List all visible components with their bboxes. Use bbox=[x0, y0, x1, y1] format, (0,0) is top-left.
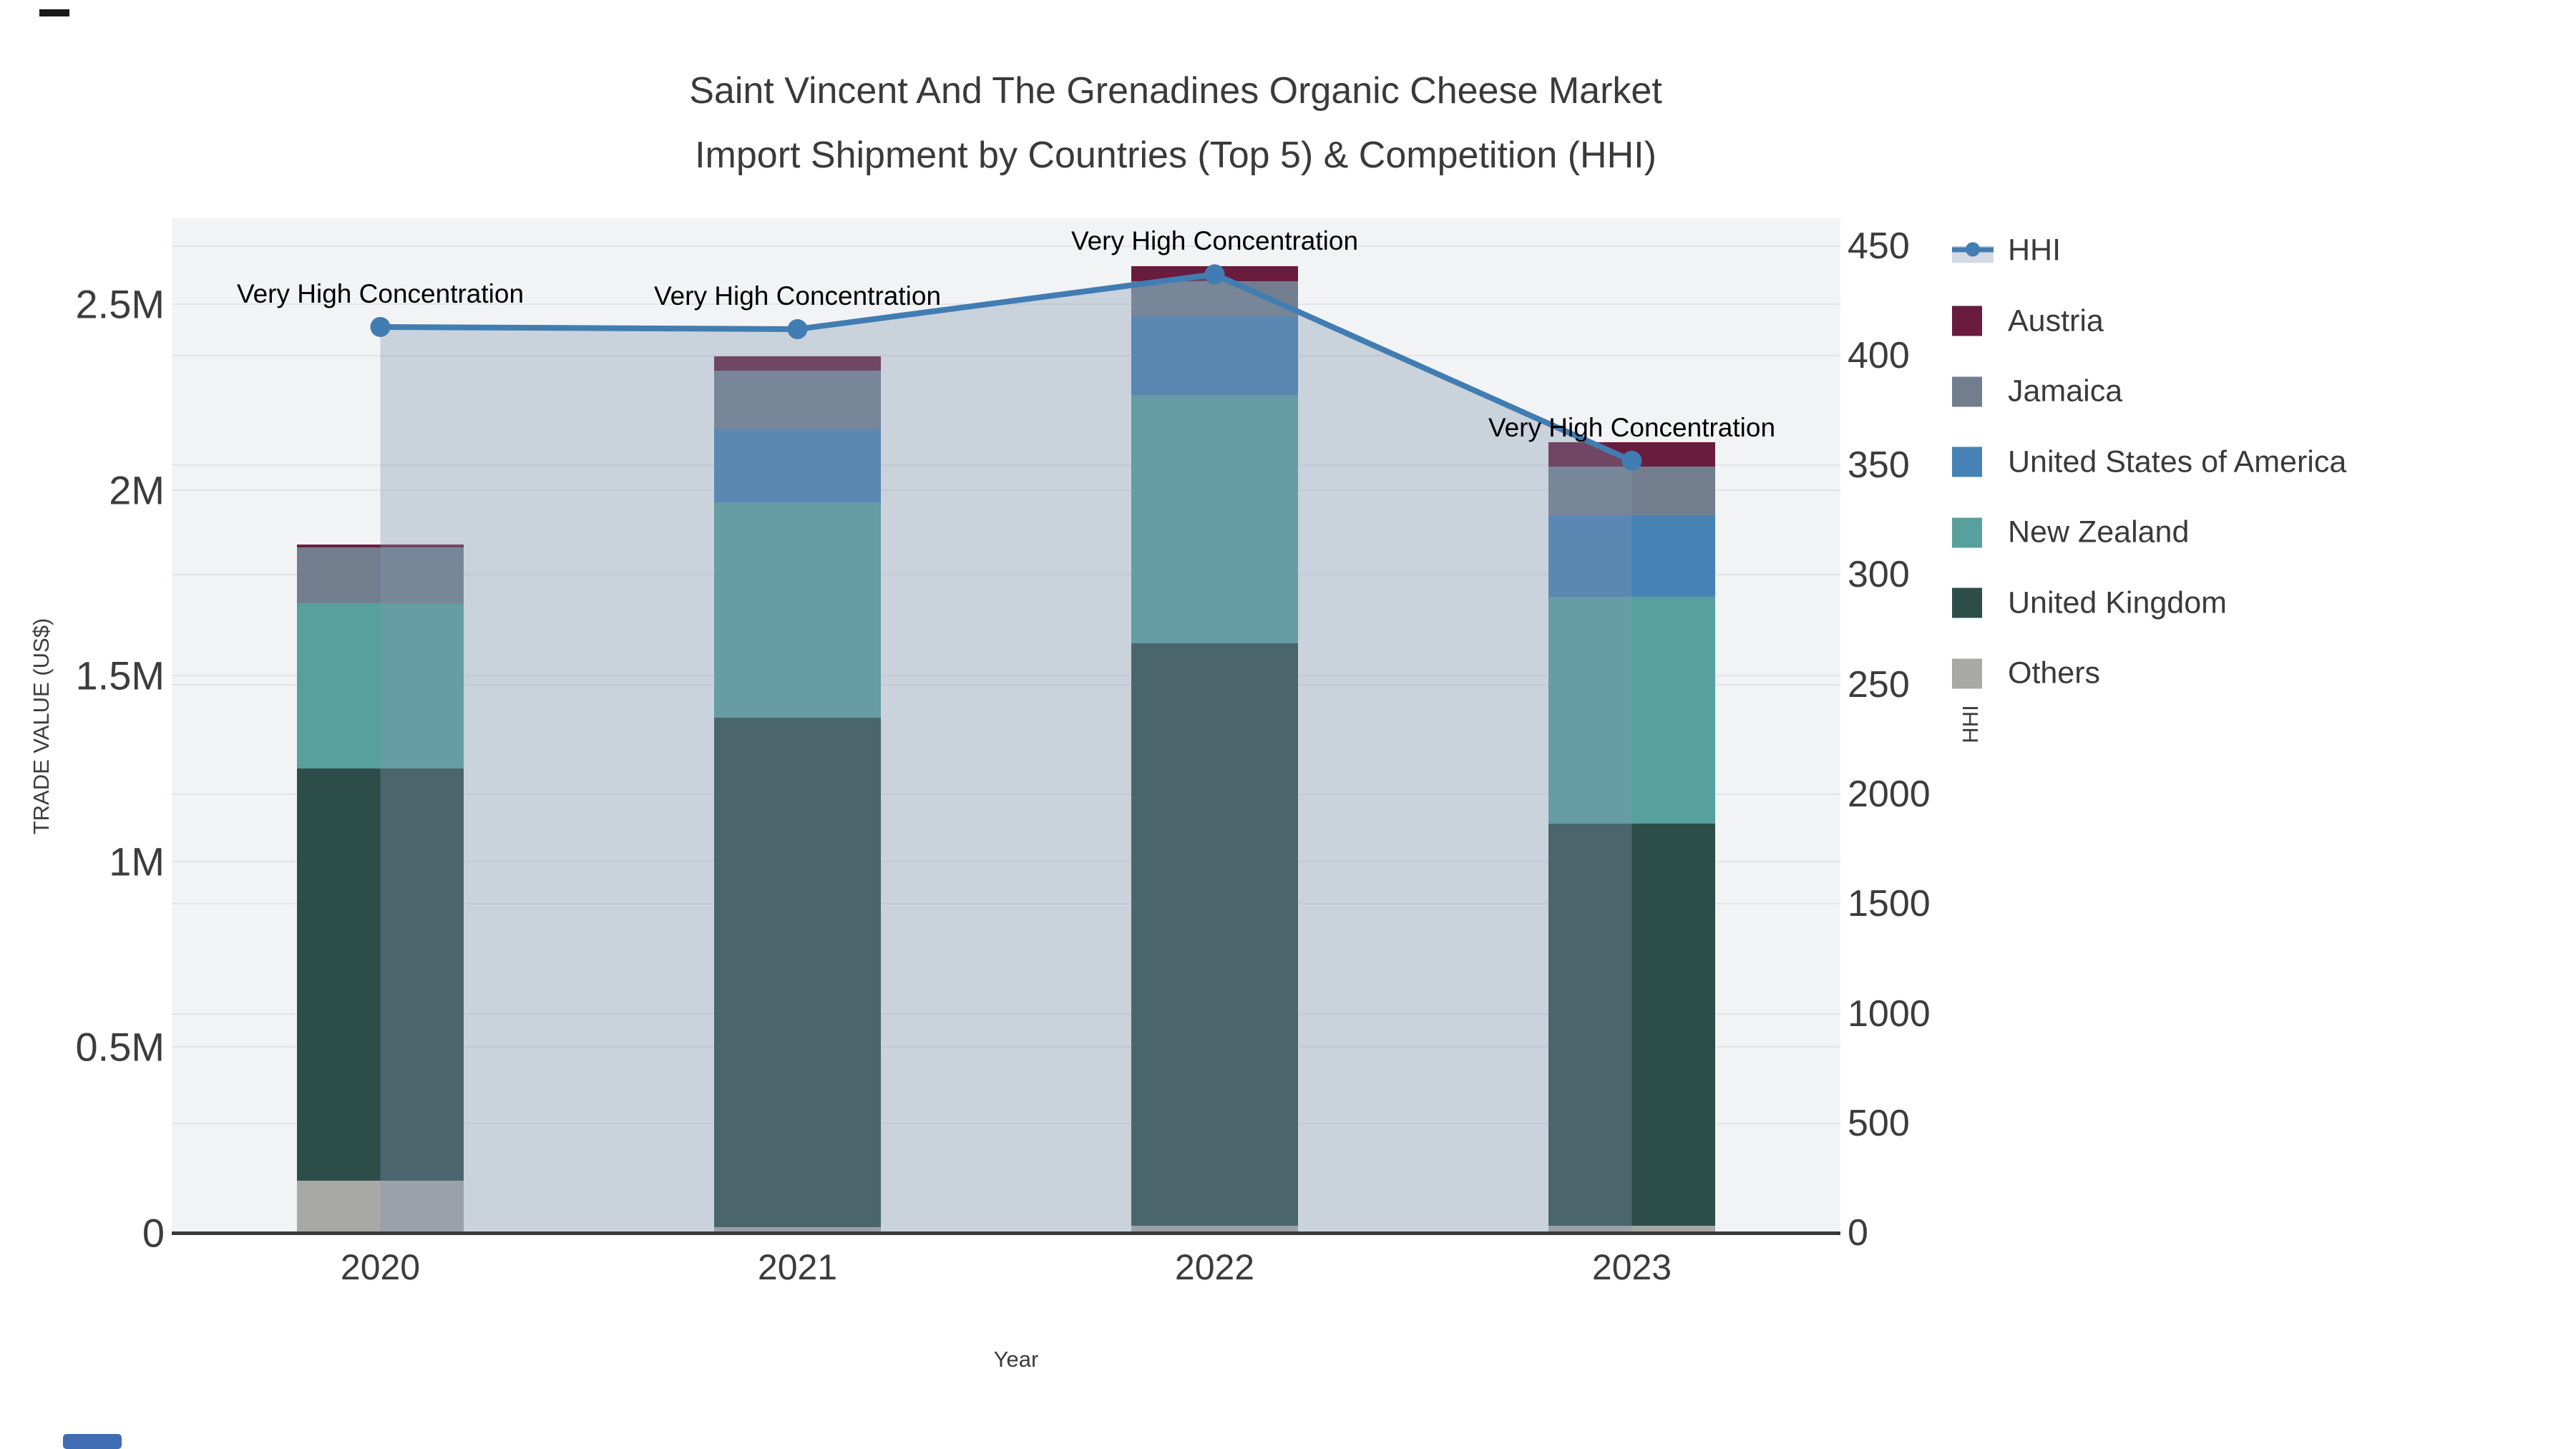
legend-item-label: United Kingdom bbox=[2008, 585, 2227, 620]
y-tick-0.5M: 0.5M bbox=[75, 1024, 165, 1070]
annotation-2021: Very High Concentration bbox=[653, 281, 942, 311]
bar-2021-jamaica bbox=[714, 370, 881, 429]
annotation-2022: Very High Concentration bbox=[1070, 226, 1359, 256]
x-axis-title: Year bbox=[993, 1347, 1039, 1372]
gridline bbox=[172, 675, 1840, 677]
bar-2023-united-kingdom bbox=[1548, 824, 1715, 1226]
legend-item-united-states-of-america[interactable]: United States of America bbox=[1952, 444, 2346, 479]
y2-axis-title: HHI bbox=[1958, 705, 1983, 743]
gridline bbox=[172, 1122, 1840, 1124]
bar-2020-austria bbox=[297, 544, 464, 548]
y2-tick-350: 350 bbox=[1848, 444, 1910, 487]
bar-2023-others bbox=[1548, 1226, 1715, 1233]
legend-item-hhi[interactable]: HHI bbox=[1952, 233, 2061, 268]
y2-tick-400: 400 bbox=[1848, 334, 1910, 376]
gridline bbox=[172, 1046, 1840, 1048]
bar-2020-others bbox=[297, 1181, 464, 1233]
bar-2021-new-zealand bbox=[714, 502, 881, 718]
legend-item-united-kingdom[interactable]: United Kingdom bbox=[1952, 585, 2227, 620]
gridline bbox=[172, 860, 1840, 862]
legend-item-austria[interactable]: Austria bbox=[1952, 303, 2104, 338]
legend-color-swatch-icon bbox=[1952, 587, 1982, 618]
gridline bbox=[172, 903, 1840, 905]
bar-2022-united-kingdom bbox=[1131, 643, 1298, 1226]
bar-2023-united-states-of-america bbox=[1548, 515, 1715, 597]
legend-color-swatch-icon bbox=[1952, 447, 1982, 477]
x-tick-2020: 2020 bbox=[340, 1247, 421, 1287]
legend-item-label: Others bbox=[2008, 655, 2101, 691]
bar-2022-austria bbox=[1131, 266, 1298, 281]
gridline bbox=[172, 245, 1840, 247]
legend-item-jamaica[interactable]: Jamaica bbox=[1952, 374, 2122, 409]
gridline bbox=[172, 794, 1840, 795]
y-axis-title: TRADE VALUE (US$) bbox=[29, 618, 54, 835]
legend-color-swatch-icon bbox=[1952, 306, 1982, 336]
legend-item-others[interactable]: Others bbox=[1952, 656, 2100, 691]
y-tick-1M: 1M bbox=[109, 839, 165, 884]
gridline bbox=[172, 354, 1840, 356]
bar-2022-jamaica bbox=[1131, 280, 1298, 317]
y2-tick-2000: 2000 bbox=[1848, 774, 1931, 815]
bar-2022-new-zealand bbox=[1131, 395, 1298, 644]
bar-2020-united-kingdom bbox=[297, 769, 464, 1181]
y2-tick-0: 0 bbox=[1848, 1212, 1868, 1254]
chart-title-line1: Saint Vincent And The Grenadines Organic… bbox=[689, 70, 1662, 112]
bar-2020-new-zealand bbox=[297, 602, 464, 769]
gridline bbox=[172, 464, 1840, 467]
annotation-2023: Very High Concentration bbox=[1488, 412, 1776, 442]
bar-2021-austria bbox=[714, 356, 881, 371]
x-tick-2022: 2022 bbox=[1174, 1247, 1255, 1287]
y2-tick-250: 250 bbox=[1848, 663, 1910, 706]
y-tick-0: 0 bbox=[142, 1210, 165, 1256]
hhi-line-swatch-icon bbox=[1952, 238, 1994, 263]
gridline bbox=[172, 489, 1840, 491]
legend-color-swatch-icon bbox=[1952, 376, 1982, 406]
y2-tick-500: 500 bbox=[1848, 1102, 1910, 1144]
gridline bbox=[172, 683, 1840, 686]
y2-tick-300: 300 bbox=[1848, 554, 1910, 596]
legend-item-label: Austria bbox=[2008, 303, 2104, 338]
top-left-mark bbox=[39, 9, 69, 16]
legend-color-swatch-icon bbox=[1952, 658, 1982, 688]
legend-item-label: New Zealand bbox=[2008, 514, 2190, 550]
x-tick-2021: 2021 bbox=[757, 1247, 838, 1287]
bottom-left-mark bbox=[63, 1434, 122, 1449]
annotation-2020: Very High Concentration bbox=[236, 278, 525, 308]
x-axis-line bbox=[172, 1231, 1840, 1235]
bar-2022-others bbox=[1131, 1226, 1298, 1233]
x-tick-2023: 2023 bbox=[1591, 1247, 1672, 1287]
y-tick-1.5M: 1.5M bbox=[75, 653, 165, 698]
legend-color-swatch-icon bbox=[1952, 517, 1982, 547]
bar-2021-others bbox=[714, 1227, 881, 1233]
legend-item-label: HHI bbox=[2008, 233, 2062, 268]
y2-tick-450: 450 bbox=[1848, 225, 1910, 267]
legend-item-new-zealand[interactable]: New Zealand bbox=[1952, 515, 2189, 550]
bar-2023-austria bbox=[1548, 441, 1715, 467]
legend-item-label: United States of America bbox=[2008, 444, 2347, 479]
y2-tick-1000: 1000 bbox=[1848, 992, 1931, 1035]
chart-title-line2: Import Shipment by Countries (Top 5) & C… bbox=[695, 135, 1657, 176]
bar-2023-new-zealand bbox=[1548, 596, 1715, 824]
y-tick-2.5M: 2.5M bbox=[75, 281, 165, 327]
legend-item-label: Jamaica bbox=[2008, 374, 2123, 409]
gridline bbox=[172, 1013, 1840, 1015]
gridline bbox=[172, 574, 1840, 576]
bar-2020-jamaica bbox=[297, 547, 464, 603]
y-tick-2M: 2M bbox=[109, 467, 165, 513]
y2-tick-1500: 1500 bbox=[1848, 883, 1931, 925]
bar-2021-united-states-of-america bbox=[714, 429, 881, 503]
bar-2021-united-kingdom bbox=[714, 718, 881, 1228]
bar-2023-jamaica bbox=[1548, 467, 1715, 516]
bar-2022-united-states-of-america bbox=[1131, 316, 1298, 396]
